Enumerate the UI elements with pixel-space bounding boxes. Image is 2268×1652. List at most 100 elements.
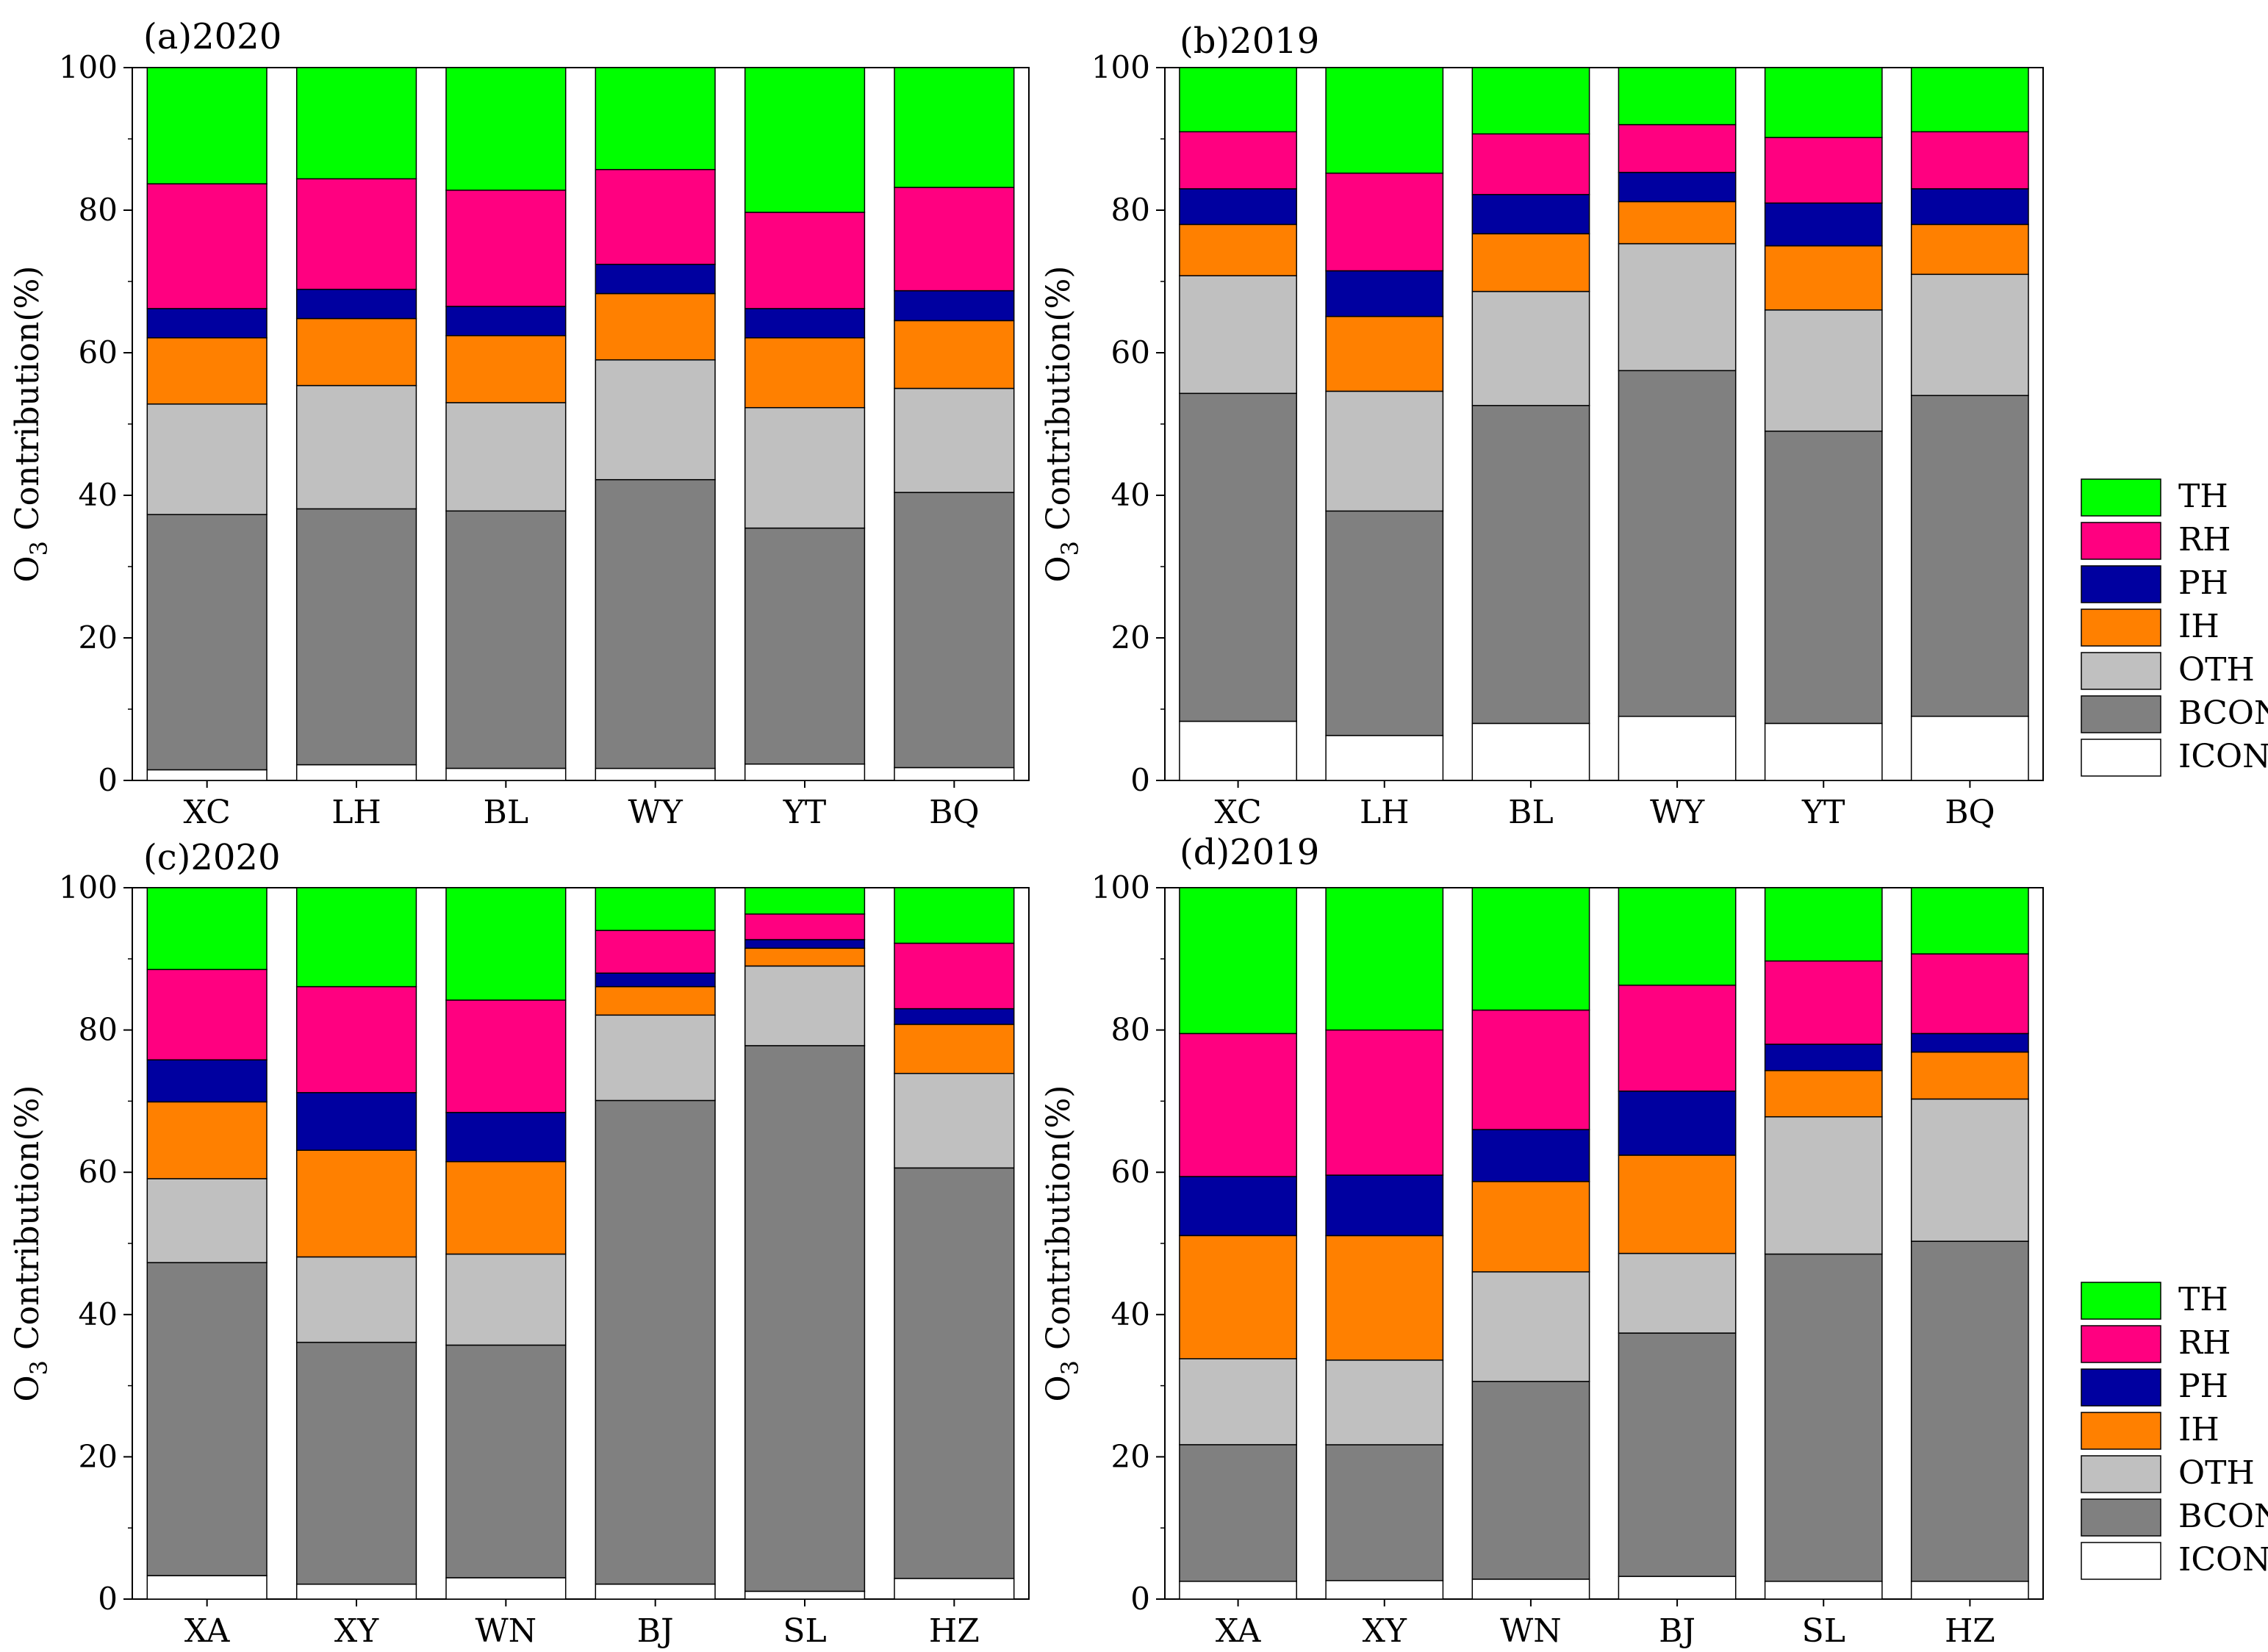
bar-segment-bcon-wn[interactable] <box>445 1344 567 1579</box>
bar-segment-icon-bj[interactable] <box>1618 1576 1737 1600</box>
bar-segment-bcon-wn[interactable] <box>1471 1381 1590 1580</box>
bar-segment-ih-xy[interactable] <box>295 1149 417 1258</box>
bar-segment-ph-hz[interactable] <box>894 1008 1015 1025</box>
bar-segment-icon-xy[interactable] <box>295 1583 417 1600</box>
bar-segment-ih-wy[interactable] <box>595 292 716 361</box>
bar-segment-ih-sl[interactable] <box>1764 1070 1883 1118</box>
bar-segment-icon-wy[interactable] <box>1618 715 1737 781</box>
bar-segment-th-wn[interactable] <box>1471 887 1590 1011</box>
bar-segment-ih-lh[interactable] <box>1325 315 1444 392</box>
bar-segment-icon-yt[interactable] <box>744 763 866 781</box>
bar-segment-bcon-bq[interactable] <box>894 492 1015 769</box>
bar-segment-rh-sl[interactable] <box>1764 960 1883 1045</box>
bar-segment-oth-xa[interactable] <box>146 1178 268 1263</box>
bar-segment-ih-xc[interactable] <box>1179 223 1297 276</box>
bar-segment-oth-hz[interactable] <box>894 1072 1015 1169</box>
bar-segment-ih-wy[interactable] <box>1618 201 1737 245</box>
bar-segment-th-yt[interactable] <box>1764 67 1883 138</box>
bar-segment-rh-wy[interactable] <box>1618 123 1737 173</box>
bar-segment-ph-bq[interactable] <box>894 290 1015 322</box>
bar-segment-oth-bj[interactable] <box>595 1014 716 1102</box>
bar-segment-oth-bq[interactable] <box>1910 273 2029 396</box>
bar-segment-ph-sl[interactable] <box>744 938 866 949</box>
bar-segment-th-hz[interactable] <box>894 887 1015 944</box>
legend-swatch-ih[interactable] <box>2081 1412 2161 1450</box>
bar-segment-icon-lh[interactable] <box>295 764 417 781</box>
bar-segment-ph-bj[interactable] <box>595 972 716 988</box>
bar-segment-rh-lh[interactable] <box>1325 172 1444 272</box>
bar-segment-rh-sl[interactable] <box>744 913 866 941</box>
bar-segment-icon-hz[interactable] <box>894 1578 1015 1600</box>
legend-swatch-icon[interactable] <box>2081 1542 2161 1580</box>
legend-swatch-th[interactable] <box>2081 478 2161 517</box>
bar-segment-oth-hz[interactable] <box>1910 1098 2029 1242</box>
bar-segment-bcon-xc[interactable] <box>146 514 268 771</box>
bar-segment-th-bl[interactable] <box>445 67 567 191</box>
bar-segment-bcon-xa[interactable] <box>1179 1444 1297 1582</box>
bar-segment-oth-wn[interactable] <box>445 1253 567 1346</box>
bar-segment-rh-yt[interactable] <box>744 212 866 309</box>
legend-swatch-icon[interactable] <box>2081 739 2161 777</box>
bar-segment-rh-xc[interactable] <box>1179 131 1297 190</box>
bar-segment-ih-lh[interactable] <box>295 317 417 387</box>
bar-segment-oth-xa[interactable] <box>1179 1358 1297 1446</box>
bar-segment-ph-xy[interactable] <box>295 1092 417 1151</box>
bar-segment-th-wn[interactable] <box>445 887 567 1001</box>
bar-segment-ph-bl[interactable] <box>1471 193 1590 234</box>
bar-segment-th-lh[interactable] <box>295 67 417 180</box>
legend-swatch-rh[interactable] <box>2081 1325 2161 1363</box>
bar-segment-ih-sl[interactable] <box>744 947 866 967</box>
bar-segment-icon-bq[interactable] <box>894 766 1015 781</box>
bar-segment-rh-hz[interactable] <box>894 942 1015 1010</box>
bar-segment-bcon-yt[interactable] <box>744 527 866 765</box>
bar-segment-icon-xy[interactable] <box>1325 1580 1444 1600</box>
bar-segment-oth-xc[interactable] <box>1179 275 1297 395</box>
bar-segment-ih-bl[interactable] <box>1471 233 1590 292</box>
bar-segment-th-wy[interactable] <box>595 67 716 170</box>
bar-segment-ih-xy[interactable] <box>1325 1235 1444 1361</box>
bar-segment-bcon-lh[interactable] <box>1325 510 1444 736</box>
bar-segment-icon-hz[interactable] <box>1910 1581 2029 1600</box>
bar-segment-ph-yt[interactable] <box>1764 202 1883 247</box>
bar-segment-rh-xa[interactable] <box>146 969 268 1060</box>
legend-swatch-oth[interactable] <box>2081 1455 2161 1493</box>
bar-segment-rh-yt[interactable] <box>1764 137 1883 204</box>
bar-segment-ph-bj[interactable] <box>1618 1091 1737 1156</box>
bar-segment-ih-bq[interactable] <box>1910 223 2029 276</box>
bar-segment-bcon-xc[interactable] <box>1179 392 1297 722</box>
bar-segment-icon-xa[interactable] <box>146 1575 268 1600</box>
bar-segment-ph-xa[interactable] <box>146 1059 268 1103</box>
bar-segment-th-bq[interactable] <box>894 67 1015 188</box>
bar-segment-oth-wy[interactable] <box>595 359 716 481</box>
bar-segment-icon-lh[interactable] <box>1325 735 1444 781</box>
legend-swatch-ph[interactable] <box>2081 565 2161 603</box>
bar-segment-icon-sl[interactable] <box>744 1590 866 1600</box>
bar-segment-oth-xy[interactable] <box>295 1256 417 1343</box>
bar-segment-th-xc[interactable] <box>146 67 268 184</box>
bar-segment-oth-bq[interactable] <box>894 387 1015 493</box>
bar-segment-rh-xc[interactable] <box>146 183 268 309</box>
bar-segment-ih-wn[interactable] <box>1471 1181 1590 1273</box>
bar-segment-oth-bj[interactable] <box>1618 1252 1737 1334</box>
bar-segment-ih-xc[interactable] <box>146 337 268 405</box>
bar-segment-oth-yt[interactable] <box>744 406 866 529</box>
bar-segment-ih-yt[interactable] <box>1764 245 1883 311</box>
bar-segment-oth-yt[interactable] <box>1764 309 1883 432</box>
bar-segment-th-xy[interactable] <box>1325 887 1444 1031</box>
bar-segment-ph-xc[interactable] <box>146 308 268 339</box>
bar-segment-th-xy[interactable] <box>295 887 417 988</box>
bar-segment-rh-bj[interactable] <box>1618 984 1737 1092</box>
bar-segment-ph-lh[interactable] <box>295 288 417 320</box>
bar-segment-rh-bl[interactable] <box>445 190 567 307</box>
bar-segment-icon-wn[interactable] <box>1471 1579 1590 1600</box>
bar-segment-th-bl[interactable] <box>1471 67 1590 134</box>
bar-segment-oth-wy[interactable] <box>1618 243 1737 372</box>
bar-segment-ph-xc[interactable] <box>1179 188 1297 226</box>
bar-segment-icon-bq[interactable] <box>1910 715 2029 781</box>
bar-segment-icon-bj[interactable] <box>595 1583 716 1600</box>
bar-segment-icon-sl[interactable] <box>1764 1581 1883 1600</box>
bar-segment-ih-yt[interactable] <box>744 337 866 409</box>
bar-segment-rh-wn[interactable] <box>445 999 567 1113</box>
bar-segment-th-hz[interactable] <box>1910 887 2029 955</box>
bar-segment-ph-sl[interactable] <box>1764 1044 1883 1071</box>
